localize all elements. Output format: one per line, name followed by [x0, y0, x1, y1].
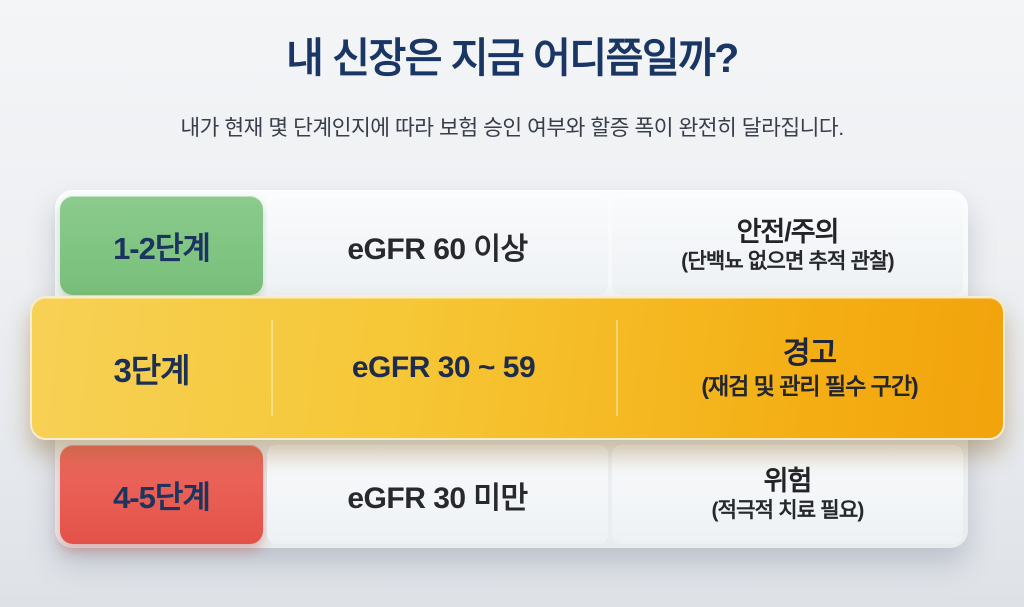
stage-label: 4-5단계 — [113, 480, 211, 515]
egfr-cell-danger: eGFR 30 미만 — [267, 445, 608, 544]
egfr-cell-safe: eGFR 60 이상 — [267, 196, 608, 295]
stage-label: 3단계 — [113, 352, 190, 389]
status-title: 위험 — [763, 465, 813, 496]
egfr-cell-warning: eGFR 30 ~ 59 — [271, 298, 616, 438]
egfr-value: eGFR 60 이상 — [347, 232, 528, 266]
stage-table-card: 1-2단계 eGFR 60 이상 안전/주의 (단백뇨 없으면 추적 관찰) 4… — [55, 190, 968, 548]
status-title: 경고 — [782, 336, 837, 370]
page-subtitle: 내가 현재 몇 단계인지에 따라 보험 승인 여부와 할증 폭이 완전히 달라집… — [180, 116, 844, 140]
stage-badge-safe: 1-2단계 — [60, 196, 263, 295]
status-cell-safe: 안전/주의 (단백뇨 없으면 추적 관찰) — [612, 196, 963, 295]
page-title: 내 신장은 지금 어디쯤일까? — [286, 35, 739, 81]
stage-badge-danger: 4-5단계 — [60, 445, 263, 544]
stage-badge-warning: 3단계 — [32, 298, 271, 438]
status-note: (재검 및 관리 필수 구간) — [701, 373, 918, 400]
status-title: 안전/주의 — [736, 216, 840, 247]
egfr-value: eGFR 30 미만 — [347, 481, 528, 515]
egfr-value: eGFR 30 ~ 59 — [351, 351, 536, 384]
stage-label: 1-2단계 — [113, 231, 211, 266]
status-note: (적극적 치료 필요) — [711, 499, 864, 523]
status-cell-danger: 위험 (적극적 치료 필요) — [612, 445, 963, 544]
status-note: (단백뇨 없으면 추적 관찰) — [681, 250, 895, 274]
column-divider — [271, 320, 273, 416]
status-cell-warning: 경고 (재검 및 관리 필수 구간) — [616, 298, 1003, 438]
column-divider — [616, 320, 618, 416]
stage-row-warning-highlighted: 3단계 eGFR 30 ~ 59 경고 (재검 및 관리 필수 구간) — [30, 296, 1005, 440]
